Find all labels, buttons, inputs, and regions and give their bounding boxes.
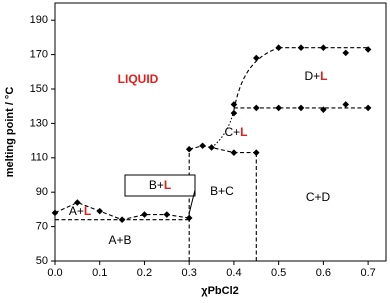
region-label: C+D [306, 190, 331, 204]
data-point [230, 149, 238, 156]
region-label-part: L [164, 178, 171, 192]
y-tick-label: 190 [30, 14, 48, 26]
x-tick-label: 0.7 [360, 267, 375, 279]
y-tick-label: 110 [30, 152, 48, 164]
data-point [199, 142, 206, 150]
data-point [118, 216, 126, 224]
x-tick-label: 0.5 [271, 267, 286, 279]
data-point [185, 145, 193, 153]
region-label-part: L [84, 204, 91, 218]
label-box [124, 174, 196, 197]
y-tick-label: 150 [30, 83, 48, 95]
region-label-part: C+ [224, 125, 240, 139]
liquidus [233, 47, 279, 111]
region-label-part: L [240, 125, 247, 139]
y-tick-label: 70 [36, 221, 48, 233]
leader-line [188, 189, 196, 215]
data-point [320, 44, 327, 52]
x-tick-label: 0.0 [47, 267, 62, 279]
data-point [297, 104, 305, 112]
region-label-part: B+C [210, 184, 234, 198]
region-label-part: C+D [306, 190, 331, 204]
y-tick-label: 50 [36, 255, 48, 267]
data-point [275, 44, 282, 52]
region-label: D+L [304, 69, 327, 83]
region-label: B+C [210, 184, 234, 198]
x-axis-title: χPbCl2 [201, 285, 239, 297]
region-label-part: A+ [69, 204, 84, 218]
region-label: A+L [69, 204, 91, 218]
data-point [364, 104, 372, 112]
data-point [342, 101, 350, 108]
region-label-part: LIQUID [118, 72, 159, 86]
data-point [185, 214, 193, 222]
y-tick-label: 130 [30, 117, 48, 129]
data-point [230, 101, 238, 108]
data-point [252, 54, 260, 62]
region-label-part: A+B [108, 233, 131, 247]
data-point [51, 209, 59, 217]
data-point [230, 109, 238, 117]
data-point [163, 211, 171, 218]
x-tick-label: 0.6 [316, 267, 331, 279]
x-tick-label: 0.1 [92, 267, 107, 279]
data-point [208, 144, 215, 151]
plot-frame [54, 2, 387, 262]
data-point [275, 104, 282, 112]
region-label-part: L [320, 69, 327, 83]
x-tick-label: 0.2 [137, 267, 152, 279]
data-point [74, 199, 81, 206]
region-label-part: D+ [304, 69, 320, 83]
data-point [252, 104, 260, 112]
y-axis-title: melting point / °C [4, 87, 16, 178]
data-point [320, 106, 327, 113]
data-point [364, 46, 372, 53]
region-label: B+L [149, 178, 171, 192]
data-point [96, 207, 104, 215]
region-label-part: B+ [149, 178, 164, 192]
data-point [141, 211, 148, 218]
region-label: C+L [224, 125, 247, 139]
region-label: LIQUID [118, 72, 159, 86]
data-point [297, 44, 305, 52]
y-tick-label: 90 [36, 186, 48, 198]
y-tick-label: 170 [30, 49, 48, 61]
data-point [252, 149, 260, 156]
region-label: A+B [108, 233, 131, 247]
x-tick-label: 0.4 [226, 267, 241, 279]
data-point [342, 49, 350, 57]
x-tick-label: 0.3 [182, 267, 197, 279]
